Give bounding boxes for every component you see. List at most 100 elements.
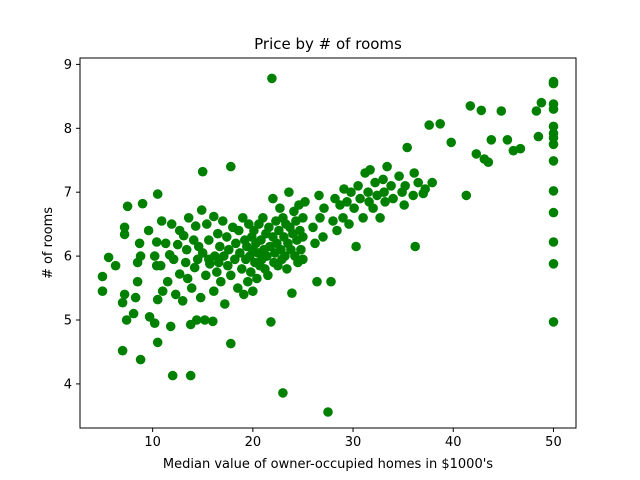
data-point xyxy=(110,260,121,271)
data-point xyxy=(226,270,236,281)
data-point xyxy=(400,181,411,191)
data-point xyxy=(435,119,446,129)
data-point xyxy=(197,166,208,177)
data-point xyxy=(548,259,559,269)
data-point xyxy=(223,260,233,271)
data-point xyxy=(151,237,162,247)
data-point xyxy=(399,200,410,210)
data-point xyxy=(119,289,130,300)
data-point xyxy=(344,219,354,229)
y-tick-label: 4 xyxy=(64,377,72,392)
data-point xyxy=(165,321,176,332)
data-point xyxy=(284,187,294,197)
data-point xyxy=(300,197,310,207)
data-point xyxy=(375,213,385,223)
data-point xyxy=(338,213,348,223)
data-point xyxy=(134,238,145,249)
data-point xyxy=(314,190,324,201)
data-point xyxy=(144,312,155,322)
y-tick-label: 7 xyxy=(64,186,72,201)
data-point xyxy=(197,248,208,258)
data-point xyxy=(152,294,163,305)
data-point xyxy=(267,73,277,84)
data-point xyxy=(119,229,130,240)
data-point xyxy=(190,221,201,231)
data-point xyxy=(234,225,244,236)
data-point xyxy=(408,190,419,201)
data-point xyxy=(220,299,230,309)
data-point xyxy=(244,219,254,229)
data-point xyxy=(446,137,457,148)
data-point xyxy=(410,241,421,252)
data-point xyxy=(130,292,141,303)
data-point xyxy=(243,276,253,287)
data-point xyxy=(548,121,559,132)
data-point xyxy=(548,104,559,114)
data-point xyxy=(358,213,368,223)
data-point xyxy=(180,257,191,268)
data-point xyxy=(486,135,497,145)
data-point xyxy=(536,97,547,108)
x-tick-label: 40 xyxy=(445,435,462,450)
data-point xyxy=(308,222,318,233)
data-point xyxy=(182,273,193,284)
data-point xyxy=(238,213,248,223)
data-point xyxy=(413,177,424,188)
data-point xyxy=(312,276,322,287)
data-point xyxy=(235,248,245,258)
data-point xyxy=(548,207,559,218)
data-point xyxy=(201,270,211,281)
data-point xyxy=(239,289,249,300)
data-point xyxy=(315,213,325,223)
data-point xyxy=(189,262,200,273)
data-point xyxy=(424,120,435,130)
x-axis-label: Median value of owner-occupied homes in … xyxy=(163,457,493,472)
data-point xyxy=(166,219,177,229)
data-point xyxy=(252,273,262,284)
data-point xyxy=(258,213,268,223)
data-point xyxy=(143,225,154,236)
data-point xyxy=(296,244,306,255)
data-point xyxy=(394,171,404,181)
data-point xyxy=(246,267,256,277)
data-point xyxy=(346,187,356,197)
data-point xyxy=(382,161,392,172)
data-point xyxy=(186,283,197,293)
y-tick-label: 8 xyxy=(64,122,72,137)
data-point xyxy=(471,149,482,159)
data-point xyxy=(137,198,148,209)
data-point xyxy=(326,276,336,287)
data-point xyxy=(160,238,171,249)
data-point xyxy=(264,222,274,233)
data-point xyxy=(237,264,247,274)
data-point xyxy=(196,205,207,215)
data-point xyxy=(195,292,206,303)
data-point xyxy=(287,288,297,299)
data-point xyxy=(132,276,143,287)
data-point xyxy=(548,237,559,247)
data-point xyxy=(386,181,396,191)
data-point xyxy=(191,315,202,325)
y-tick-label: 5 xyxy=(64,314,72,329)
data-point xyxy=(310,238,320,249)
data-point xyxy=(152,189,163,199)
data-point xyxy=(149,251,160,261)
y-tick-label: 9 xyxy=(64,58,72,73)
data-point xyxy=(248,286,258,297)
data-point xyxy=(152,337,163,348)
chart-title: Price by # of rooms xyxy=(254,35,402,53)
x-tick-label: 10 xyxy=(144,435,161,450)
data-point xyxy=(388,193,398,204)
data-point xyxy=(548,78,559,89)
data-point xyxy=(156,216,167,226)
data-point xyxy=(262,251,272,261)
data-point xyxy=(380,197,390,207)
data-point xyxy=(548,186,559,196)
data-point xyxy=(119,222,130,233)
axis-ticks: 10 20 30 40 50 4 5 6 7 8 9 xyxy=(64,58,562,450)
data-point xyxy=(379,187,389,197)
data-point xyxy=(200,315,210,325)
data-point xyxy=(233,283,243,293)
data-point xyxy=(213,228,223,239)
